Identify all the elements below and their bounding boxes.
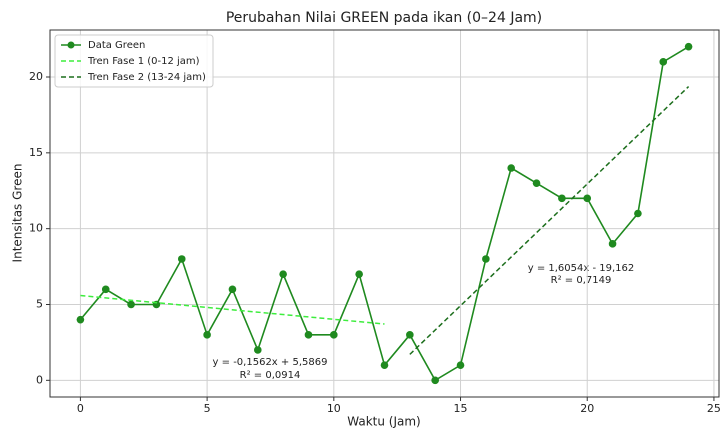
- series-line: [80, 294, 385, 325]
- legend-box: [54, 34, 214, 88]
- data-point: [177, 255, 186, 263]
- data-point: [127, 300, 135, 309]
- data-point: [634, 209, 642, 218]
- data-point: [76, 315, 85, 324]
- y-tick-label: 15: [29, 146, 43, 159]
- x-tick-label: 25: [707, 402, 720, 415]
- legend-label: Tren Fase 1 (0-12 jam): [87, 56, 200, 67]
- x-axis-label: Waktu (Jam): [347, 415, 420, 429]
- annotation: R² = 0,0914: [240, 370, 301, 381]
- data-point: [355, 270, 363, 278]
- data-point: [684, 42, 693, 51]
- data-point: [558, 194, 566, 203]
- annotation: y = 1,6054x - 19,162: [528, 263, 635, 274]
- data-point: [304, 331, 313, 339]
- data-point: [380, 361, 389, 369]
- data-point: [330, 331, 338, 339]
- plot-frame: [49, 29, 720, 398]
- data-point: [203, 331, 211, 339]
- y-tick-label: 0: [36, 373, 43, 386]
- annotation: y = -0,1562x + 5,5869: [213, 357, 328, 368]
- x-tick-label: 5: [204, 402, 211, 415]
- data-point: [431, 376, 439, 385]
- data-point: [406, 331, 414, 339]
- legend-label: Data Green: [88, 40, 145, 51]
- data-point: [279, 270, 287, 278]
- x-tick-label: 10: [327, 402, 341, 415]
- legend: Data Green Tren Fase 1 (0-12 jam) Tren Fas…: [54, 34, 214, 88]
- data-point: [507, 164, 516, 172]
- legend-marker: [67, 41, 75, 49]
- y-tick-label: 20: [29, 70, 43, 83]
- chart-title: Perubahan Nilai GREEN pada ikan (0–24 Ja…: [226, 10, 542, 26]
- data-point: [583, 194, 592, 203]
- series-line: [409, 86, 690, 355]
- data-point: [101, 285, 110, 294]
- x-tick-label: 20: [580, 402, 594, 415]
- legend-label: Tren Fase 2 (13-24 jam): [87, 72, 206, 83]
- data-point: [608, 240, 617, 248]
- data-point: [659, 58, 668, 66]
- y-tick-label: 10: [29, 222, 43, 235]
- x-tick-label: 15: [454, 402, 468, 415]
- annotation: R² = 0,7149: [551, 275, 612, 286]
- series-line: [79, 45, 690, 382]
- data-point: [228, 285, 237, 294]
- x-tick-label: 0: [77, 402, 84, 415]
- data-point: [532, 179, 541, 187]
- data-point: [253, 346, 262, 354]
- y-tick-label: 5: [36, 297, 43, 310]
- data-point: [482, 255, 490, 263]
- data-point: [456, 361, 465, 369]
- y-axis-label: Intensitas Green: [11, 164, 25, 263]
